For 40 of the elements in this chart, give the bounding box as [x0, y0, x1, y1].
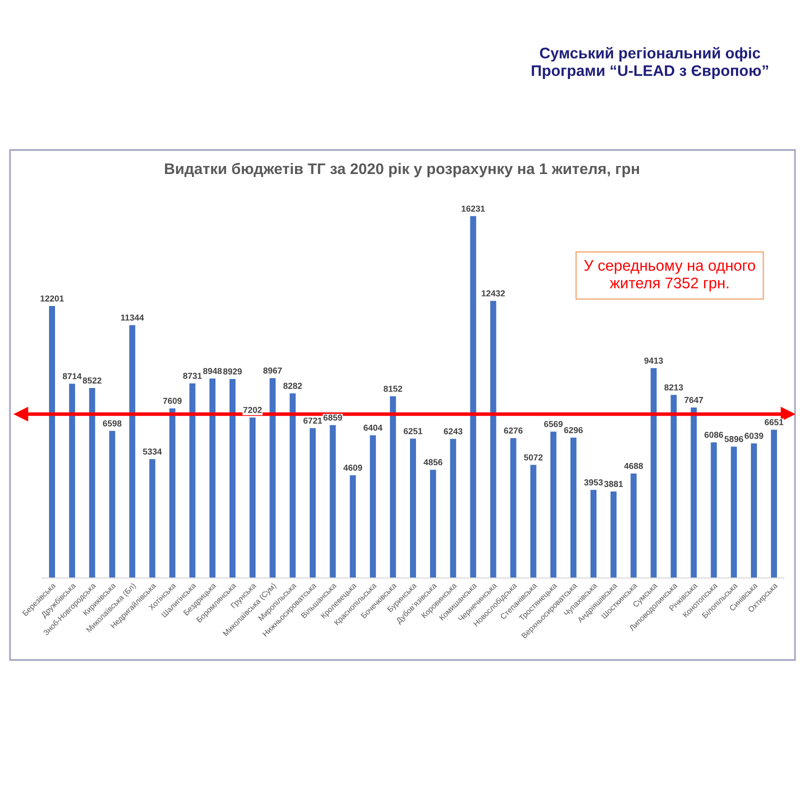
data-label: 6569: [544, 420, 563, 428]
data-label: 7202: [243, 406, 262, 413]
data-label: 3881: [604, 480, 623, 488]
ref-line-label: У середньому на одного жителя 7352 грн.: [584, 260, 756, 292]
chart-title: Видатки бюджетів ТГ за 2020 рік у розрахунку на 1 жителя, грн: [165, 162, 639, 178]
data-label: 6598: [102, 420, 122, 426]
data-label: 8282: [283, 382, 302, 389]
data-label: 8213: [664, 384, 683, 390]
data-label: 6039: [744, 432, 764, 439]
data-label: 4609: [343, 464, 362, 471]
data-label: 7647: [684, 396, 703, 404]
data-label: 5896: [724, 436, 744, 442]
data-label: 16231: [462, 206, 485, 212]
data-label: 5072: [524, 454, 543, 460]
data-label: 6086: [704, 432, 724, 438]
data-label: 12432: [482, 290, 505, 296]
data-label: 6404: [364, 424, 382, 431]
data-label: 8522: [82, 377, 102, 384]
data-label: 8929: [223, 368, 242, 374]
data-label: 5334: [142, 448, 162, 455]
data-label: 8731: [183, 372, 202, 379]
data-label: 6276: [504, 428, 523, 434]
data-label: 3953: [584, 479, 603, 486]
data-label: 8714: [62, 373, 82, 380]
data-label: 6859: [324, 414, 342, 421]
data-label: 8948: [203, 368, 222, 374]
data-label: 4688: [624, 462, 643, 470]
data-label: 6296: [564, 427, 583, 434]
data-label: 6251: [404, 428, 422, 434]
data-label: 9413: [644, 358, 663, 364]
data-label: 8967: [263, 368, 282, 374]
data-label: 6243: [444, 428, 462, 434]
data-label: 6651: [764, 419, 784, 426]
data-label: 8152: [384, 386, 402, 392]
data-label: 12201: [40, 295, 64, 302]
text: Сумський регіональний офіс Програми “U-LEAD з Європою”: [532, 46, 768, 80]
data-label: 7609: [163, 398, 182, 404]
data-label: 11344: [121, 314, 144, 321]
data-label: 6721: [303, 418, 322, 424]
data-label: 4856: [424, 459, 442, 466]
